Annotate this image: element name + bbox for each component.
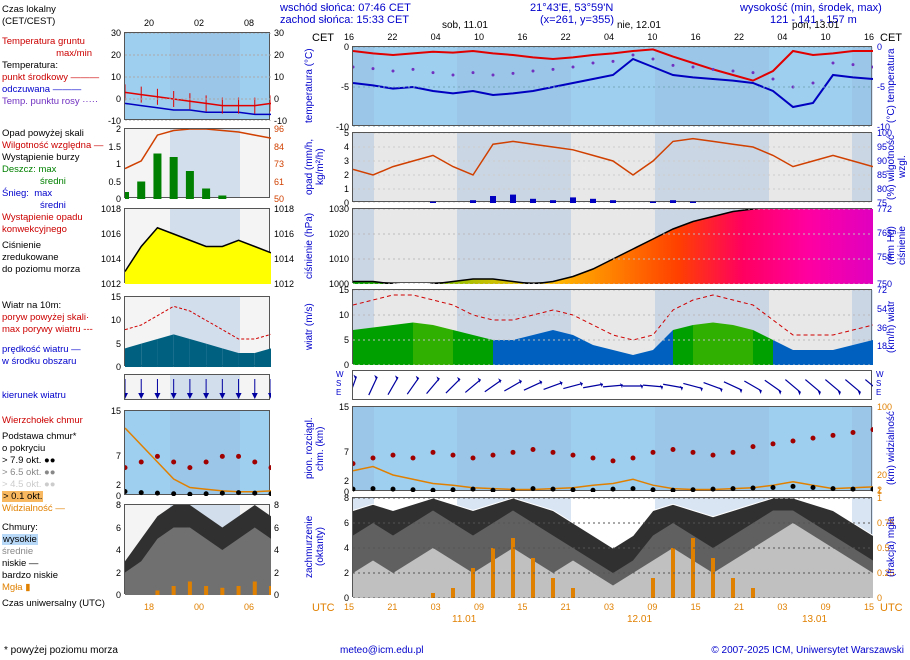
panel-precip: 0123457580859095100 (352, 132, 872, 202)
mini-temp: -100102030-100102030 (124, 32, 270, 120)
utc-l: UTC (312, 602, 335, 614)
sunrise: wschód słońca: 07:46 CET (280, 2, 411, 14)
ylabel-l-pressure: ciśnienie (hPa) (304, 208, 318, 283)
mini-precip: 00.511.525061738496 (124, 128, 270, 198)
top-tick-row: 16220410162204101622041016 (352, 32, 872, 44)
top-date-row: sob, 11.01nie, 12.01pon, 13.01 (352, 20, 872, 32)
ylabel-r-wind: (km/h) wiatr (886, 289, 900, 364)
utc-r: UTC (880, 602, 903, 614)
ylabel-l-clouds: pion. rozciągl. chm. (km) (304, 406, 318, 491)
panel-wind: 05101518365472 (352, 289, 872, 364)
ylabel-l-precip: opad (mm/h, kg/m²/h) (304, 132, 318, 202)
ylabel-r-temp: (°C) temperatura (886, 46, 900, 126)
mini-winddir (124, 374, 270, 400)
coords: 21°43'E, 53°59'N (530, 2, 613, 14)
ylabel-l-wind: wiatr (m/s) (304, 289, 318, 364)
legend-winddir: kierunek wiatru (2, 390, 122, 402)
mini-pressure: 10121014101610181012101410161018 (124, 208, 270, 283)
ylabel-r-pressure: (mm Hg) ciśnienie (886, 208, 900, 283)
mini-wind: 051015 (124, 296, 270, 366)
footnote: * powyżej poziomu morza (4, 645, 118, 656)
ylabel-r-precip: (%) wilgotność wzgl. (886, 132, 900, 202)
panel-temp: 0-5-100-5-10 (352, 46, 872, 126)
ylabel-l-temp: temperatura (°C) (304, 46, 318, 126)
panel-cloudiness: 0246800.250.50.751 (352, 497, 872, 597)
mini-cloudiness: 0246802468 (124, 504, 270, 594)
mini-clouds: 02715 (124, 410, 270, 495)
email[interactable]: meteo@icm.edu.pl (340, 645, 424, 656)
ylabel-l-cloudiness: zachmurzenie (oktanty) (304, 497, 318, 597)
legend-wind: Wiatr na 10m: poryw powyżej skali· max p… (2, 300, 122, 368)
panel-clouds: 027151220100 (352, 406, 872, 491)
panel-pressure: 1000101010201030750758765772 (352, 208, 872, 283)
tz-r: CET (880, 32, 902, 44)
panel-winddir (352, 370, 872, 400)
ylabel-r-cloudiness: (frakcja) mgła (886, 497, 900, 597)
alt-label: wysokość (min, środek, max) (740, 2, 882, 14)
ylabel-r-clouds: (km) widzialność (886, 406, 900, 491)
copyright: © 2007-2025 ICM, Uniwersytet Warszawski (711, 645, 904, 656)
